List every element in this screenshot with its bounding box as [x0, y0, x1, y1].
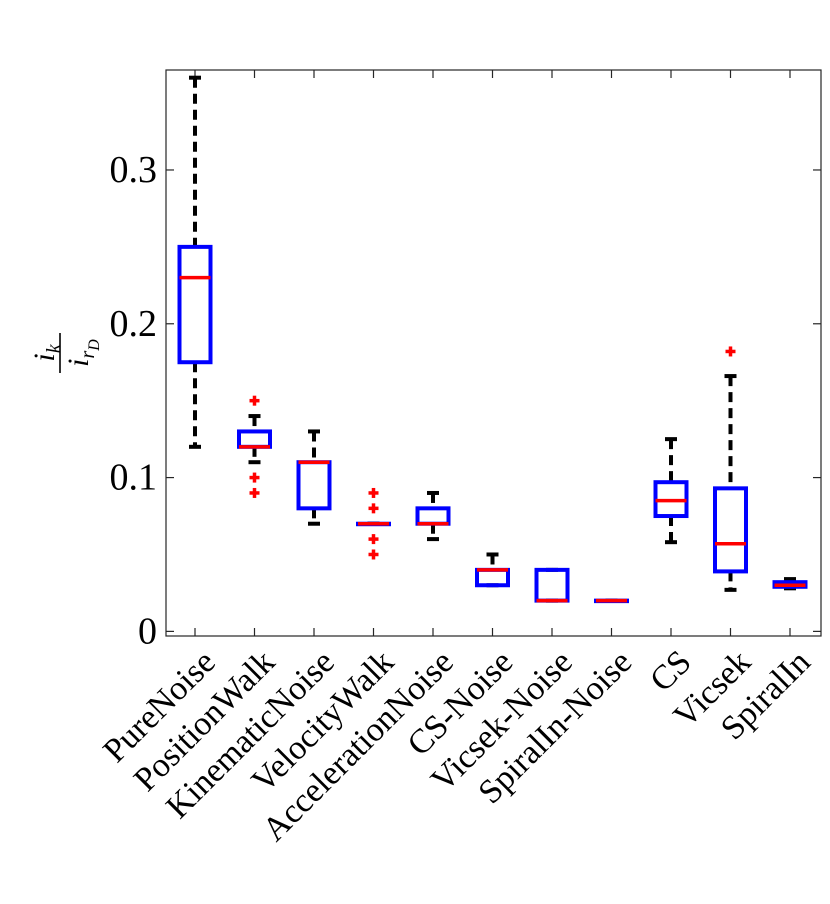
y-label-denominator: irD	[62, 339, 103, 367]
y-tick-label: 0.3	[110, 149, 158, 191]
iqr-box	[713, 486, 748, 574]
y-tick-label: 0.2	[110, 303, 158, 345]
box-Vicsek	[713, 346, 748, 592]
y-tick-label: 0.1	[110, 457, 158, 499]
y-tick-labels: 0 0.1 0.2 0.3	[110, 149, 158, 652]
box-series	[177, 75, 808, 604]
y-label-num-base: i	[28, 353, 61, 361]
y-label-den-sub: r	[77, 351, 99, 359]
y-tick-label: 0	[138, 610, 157, 652]
box-Vicsek-Noise	[534, 567, 570, 603]
box-SpiralIn	[772, 577, 808, 591]
box-CS-Noise	[475, 552, 510, 588]
x-tick-labels: PureNoisePositionWalkKinematicNoiseVeloc…	[96, 643, 817, 848]
box-AccelerationNoise	[415, 490, 451, 542]
box-PureNoise	[177, 75, 213, 449]
box-VelocityWalk	[356, 487, 391, 560]
y-label-num-sub: k	[43, 343, 65, 353]
box-PositionWalk	[237, 395, 272, 498]
y-label-numerator: ik	[28, 343, 65, 361]
y-axis-label: ik irD	[28, 333, 103, 373]
iqr-box	[177, 244, 213, 365]
y-label-den-base: i	[62, 359, 95, 367]
plot-area	[165, 69, 822, 637]
y-label-den-subsub: D	[86, 339, 103, 352]
box-SpiralIn-Noise	[594, 598, 629, 604]
y-axis-ticks	[166, 70, 821, 636]
box-KinematicNoise	[296, 429, 332, 526]
box-CS	[653, 437, 689, 545]
